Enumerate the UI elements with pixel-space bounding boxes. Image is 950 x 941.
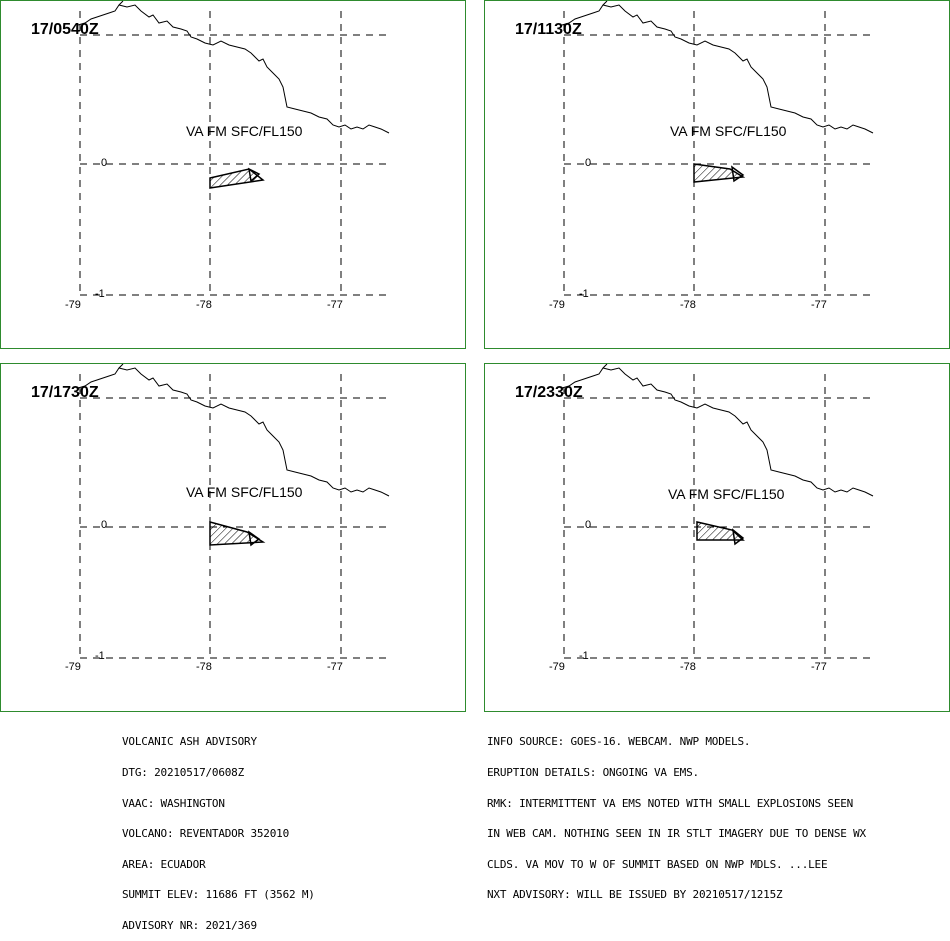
lat-tick-0: 0 [101,519,108,531]
advisory-line: IN WEB CAM. NOTHING SEEN IN IR STLT IMAG… [487,827,866,841]
ash-plume [696,521,745,541]
map-panel-3: 17/1730Z VA FM SFC/FL150 0 -1 -79 -78 -7… [0,363,466,712]
advisory-line: RMK: INTERMITTENT VA EMS NOTED WITH SMAL… [487,796,854,810]
volcano-icon [731,165,745,183]
map-panel-1: 17/0540Z VA FM SFC/FL150 0 -1 -79 -78 -7… [0,0,466,349]
lon-tick-78: -78 [196,299,212,311]
advisory-line: CLDS. VA MOV TO W OF SUMMIT BASED ON NWP… [487,857,828,871]
volcano-icon [247,530,261,547]
va-height-label: VA FM SFC/FL150 [668,486,785,502]
advisory-line: ERUPTION DETAILS: ONGOING VA EMS. [487,766,699,780]
volcano-icon [248,167,261,183]
advisory-line: VOLCANO: REVENTADOR 352010 [122,827,289,841]
panel-time-label: 17/1730Z [31,384,99,401]
advisory-line: VAAC: WASHINGTON [122,796,225,810]
map-graphic-4 [561,363,875,660]
map-graphic-3 [77,363,391,660]
ash-plume [693,163,746,183]
advisory-remarks-block: INFO SOURCE: GOES-16. WEBCAM. NWP MODELS… [487,717,866,911]
lon-tick-78: -78 [680,299,696,311]
lon-tick-78: -78 [196,661,212,673]
lon-tick-79: -79 [549,661,565,673]
advisory-line: AREA: ECUADOR [122,857,206,871]
advisory-line: DTG: 20210517/0608Z [122,766,245,780]
map-graphic-1 [77,0,391,297]
coastline [561,363,874,497]
coastline [561,0,874,134]
lon-tick-77: -77 [811,661,827,673]
panel-time-label: 17/2330Z [515,384,583,401]
lat-tick-minus1: -1 [95,650,105,662]
lon-tick-77: -77 [327,661,343,673]
volcano-icon [731,528,745,546]
va-height-label: VA FM SFC/FL150 [186,484,303,500]
lon-tick-77: -77 [327,299,343,311]
map-panel-4: 17/2330Z VA FM SFC/FL150 0 -1 -79 -78 -7… [484,363,950,712]
map-panel-2: 17/1130Z VA FM SFC/FL150 0 -1 -79 -78 -7… [484,0,950,349]
va-height-label: VA FM SFC/FL150 [186,123,303,139]
lat-tick-minus1: -1 [579,288,589,300]
lat-tick-0: 0 [585,157,592,169]
panel-time-label: 17/0540Z [31,21,99,38]
lat-tick-0: 0 [585,519,592,531]
map-graphic-2 [561,0,875,297]
advisory-line: NXT ADVISORY: WILL BE ISSUED BY 20210517… [487,888,783,902]
lon-tick-79: -79 [65,299,81,311]
lon-tick-78: -78 [680,661,696,673]
advisory-line: INFO SOURCE: GOES-16. WEBCAM. NWP MODELS… [487,735,751,749]
lon-tick-79: -79 [65,661,81,673]
va-height-label: VA FM SFC/FL150 [670,123,787,139]
coastline [77,0,390,134]
coastline [77,363,390,497]
lon-tick-77: -77 [811,299,827,311]
lat-tick-minus1: -1 [95,288,105,300]
lat-tick-0: 0 [101,157,108,169]
panel-time-label: 17/1130Z [515,21,582,38]
advisory-line: SUMMIT ELEV: 11686 FT (3562 M) [122,888,315,902]
advisory-header-block: VOLCANIC ASH ADVISORY DTG: 20210517/0608… [122,717,315,941]
lon-tick-79: -79 [549,299,565,311]
lat-tick-minus1: -1 [579,650,589,662]
advisory-line: VOLCANIC ASH ADVISORY [122,735,257,749]
advisory-line: ADVISORY NR: 2021/369 [122,919,257,933]
